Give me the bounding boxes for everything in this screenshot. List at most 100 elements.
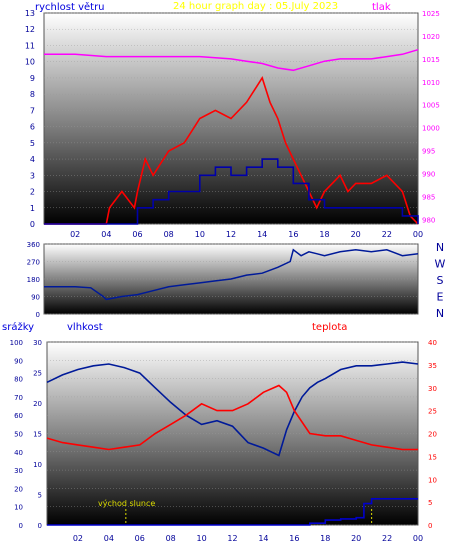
- wind-tick-label: 7: [30, 106, 35, 115]
- humidity-tick-label: 10: [14, 504, 23, 512]
- chart-title: 24 hour graph day : 05.July 2023: [173, 1, 338, 12]
- x-tick-label-top: 00: [413, 230, 423, 239]
- direction-tick-label: 360: [27, 241, 40, 249]
- wind-tick-label: 2: [30, 188, 35, 197]
- series-pressure: [44, 48, 419, 72]
- temperature-tick-label: 35: [428, 362, 437, 370]
- temperature-tick-label: 25: [428, 408, 437, 416]
- compass-label: N: [436, 241, 444, 254]
- series-wind-gust: [44, 76, 419, 225]
- humidity-tick-label: 30: [14, 467, 23, 475]
- series-humidity: [46, 361, 419, 457]
- rain-tick-label: 0: [38, 522, 42, 530]
- pressure-tick-label: 990: [422, 171, 435, 179]
- series-wind-direction: [44, 248, 419, 301]
- humidity-tick-label: 70: [14, 394, 23, 402]
- humidity-tick-label: 90: [14, 357, 23, 365]
- wind-tick-label: 1: [30, 204, 35, 213]
- direction-tick-label: 270: [27, 259, 40, 267]
- rain-tick-label: 10: [33, 461, 42, 469]
- pressure-tick-label: 985: [422, 193, 435, 201]
- wind-tick-label: 11: [25, 41, 35, 50]
- direction-tick-label: 0: [36, 311, 40, 319]
- pressure-tick-label: 1010: [422, 79, 440, 87]
- pressure-tick-label: 1025: [422, 10, 440, 18]
- humidity-tick-label: 60: [14, 412, 23, 420]
- humidity-tick-label: 0: [19, 522, 23, 530]
- rain-tick-label: 15: [33, 431, 42, 439]
- temperature-axis-label: teplota: [312, 322, 347, 333]
- humidity-tick-label: 50: [14, 431, 23, 439]
- pressure-tick-label: 995: [422, 148, 435, 156]
- x-tick-label-top: 16: [288, 230, 298, 239]
- wind-tick-label: 0: [30, 220, 35, 229]
- wind-tick-label: 13: [25, 9, 35, 18]
- x-tick-label-bottom: 04: [104, 534, 114, 543]
- humidity-tick-label: 80: [14, 376, 23, 384]
- x-tick-label-bottom: 12: [227, 534, 237, 543]
- rain-tick-label: 5: [38, 492, 42, 500]
- sunrise-label: východ slunce: [98, 499, 155, 508]
- compass-label: N: [436, 307, 444, 320]
- x-tick-label-top: 08: [164, 230, 174, 239]
- x-tick-label-top: 20: [351, 230, 361, 239]
- temperature-tick-label: 15: [428, 453, 437, 461]
- humidity-tick-label: 20: [14, 485, 23, 493]
- pressure-tick-label: 1015: [422, 56, 440, 64]
- x-tick-label-bottom: 08: [166, 534, 176, 543]
- temperature-tick-label: 0: [428, 522, 432, 530]
- wind-tick-label: 8: [30, 90, 35, 99]
- wind-tick-label: 3: [30, 171, 35, 180]
- direction-tick-label: 180: [27, 276, 40, 284]
- x-tick-label-top: 12: [226, 230, 236, 239]
- series-rain: [47, 497, 418, 526]
- temperature-tick-label: 10: [428, 476, 437, 484]
- pressure-axis-label: tlak: [372, 2, 391, 13]
- series-wind-average: [44, 158, 419, 225]
- wind-tick-label: 5: [30, 139, 35, 148]
- direction-tick-label: 90: [31, 294, 40, 302]
- compass-label: S: [437, 274, 444, 287]
- x-tick-label-bottom: 20: [351, 534, 361, 543]
- pressure-tick-label: 1005: [422, 102, 440, 110]
- x-tick-label-bottom: 14: [258, 534, 268, 543]
- pressure-tick-label: 980: [422, 216, 435, 224]
- temperature-tick-label: 5: [428, 499, 432, 507]
- x-tick-label-top: 04: [101, 230, 111, 239]
- compass-label: W: [435, 258, 446, 271]
- x-tick-label-top: 22: [382, 230, 392, 239]
- temperature-tick-label: 30: [428, 385, 437, 393]
- rain-tick-label: 20: [33, 400, 42, 408]
- wind-tick-label: 6: [30, 123, 35, 132]
- wind-tick-label: 12: [25, 25, 35, 34]
- x-tick-label-top: 06: [132, 230, 142, 239]
- wind-tick-label: 9: [30, 74, 35, 83]
- x-tick-label-bottom: 18: [320, 534, 330, 543]
- x-tick-label-bottom: 10: [196, 534, 206, 543]
- wind-tick-label: 10: [25, 58, 35, 67]
- rain-tick-label: 25: [33, 370, 42, 378]
- compass-label: E: [437, 291, 444, 304]
- wind-tick-label: 4: [30, 155, 35, 164]
- pressure-tick-label: 1000: [422, 125, 440, 133]
- rain-axis-label: srážky: [2, 321, 34, 333]
- pressure-tick-label: 1020: [422, 33, 440, 41]
- rain-tick-label: 30: [33, 339, 42, 347]
- x-tick-label-top: 02: [70, 230, 80, 239]
- x-tick-label-top: 14: [257, 230, 267, 239]
- x-tick-label-bottom: 16: [289, 534, 299, 543]
- wind-axis-label: rychlost větru: [35, 1, 105, 13]
- humidity-axis-label: vlhkost: [67, 322, 103, 333]
- temperature-tick-label: 40: [428, 339, 437, 347]
- series-temperature: [46, 384, 418, 451]
- x-tick-label-bottom: 06: [135, 534, 145, 543]
- humidity-tick-label: 40: [14, 449, 23, 457]
- humidity-tick-label: 100: [10, 339, 23, 347]
- chart-marks: 0123456789101112139809859909951000100510…: [10, 9, 446, 543]
- x-tick-label-top: 10: [195, 230, 205, 239]
- temperature-tick-label: 20: [428, 431, 437, 439]
- x-tick-label-top: 18: [319, 230, 329, 239]
- x-tick-label-bottom: 22: [382, 534, 392, 543]
